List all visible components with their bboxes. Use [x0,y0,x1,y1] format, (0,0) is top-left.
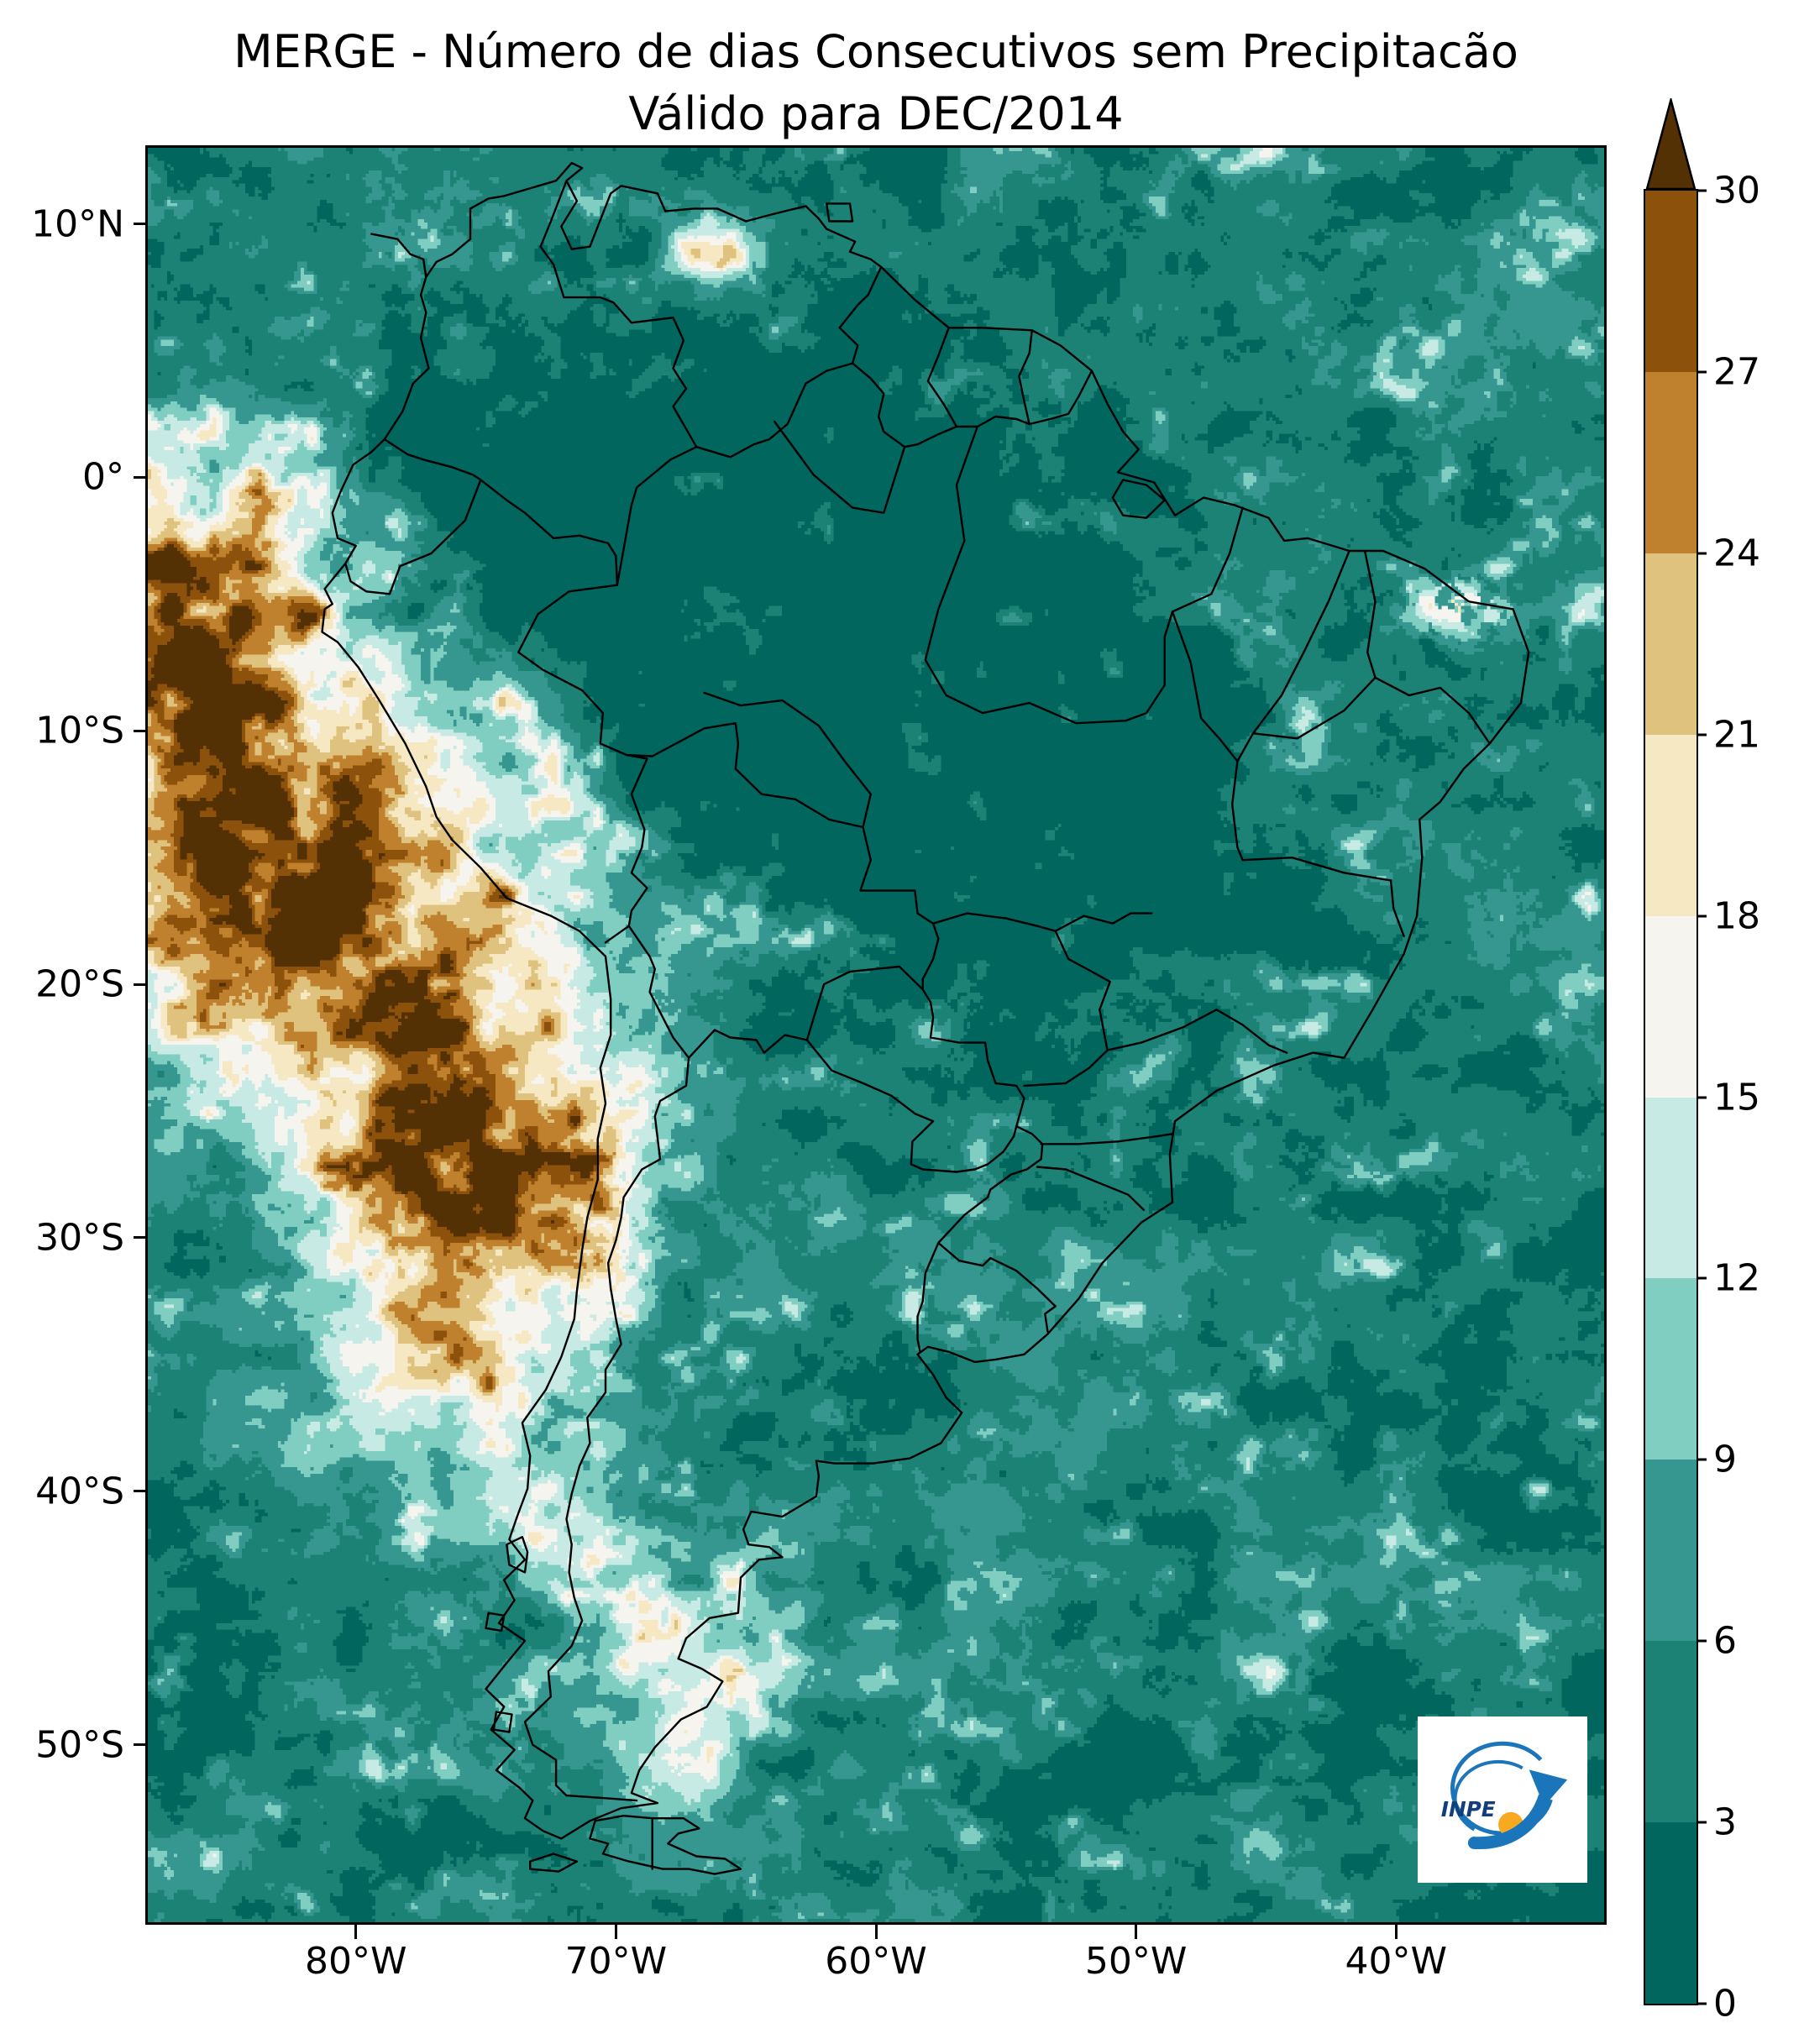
colorbar-tick-label: 6 [1713,1619,1737,1663]
colorbar-tick-label: 21 [1713,713,1760,757]
y-axis-tick-label: 0° [82,455,124,499]
colorbar-tick-label: 30 [1713,169,1760,212]
colorbar-tick-mark [1698,189,1707,192]
map-plot: INPE [145,145,1607,1925]
colorbar-tick-label: 27 [1713,350,1760,394]
x-axis-tick-mark [354,1925,358,1939]
colorbar-extend-arrow-shape [1645,98,1696,191]
y-axis-tick-mark [134,223,148,226]
inpe-arrow-curve [1467,1791,1550,1849]
x-axis-tick-label: 80°W [304,1940,407,1983]
colorbar-tick-label: 3 [1713,1800,1737,1844]
colorbar-tick-label: 24 [1713,532,1760,575]
colorbar-band-18-21 [1645,734,1696,916]
colorbar-tick-label: 0 [1713,1982,1737,2026]
x-axis-tick-mark [874,1925,878,1939]
colorbar-tick-mark [1698,915,1707,918]
colorbar-tick-label: 15 [1713,1076,1760,1119]
y-axis-tick-label: 10°S [35,709,124,752]
colorbar-band-27-30 [1645,190,1696,372]
y-axis-tick-mark [134,475,148,479]
y-axis-tick-label: 30°S [35,1216,124,1260]
colorbar-tick-label: 18 [1713,894,1760,938]
inpe-arrow-head [1529,1769,1568,1806]
inpe-logo: INPE [1418,1716,1587,1883]
inpe-logo-graphic: INPE [1441,1741,1568,1849]
colorbar-tick-mark [1698,552,1707,555]
colorbar-band-24-27 [1645,371,1696,553]
colorbar-band-21-24 [1645,553,1696,735]
colorbar-tick-mark [1698,1096,1707,1098]
colorbar-band-3-6 [1645,1640,1696,1823]
y-axis-tick-label: 40°S [35,1470,124,1513]
y-axis-tick-label: 20°S [35,962,124,1006]
colorbar-band-0-3 [1645,1821,1696,2004]
colorbar-tick-mark [1698,2002,1707,2005]
colorbar-tick-mark [1698,733,1707,736]
x-axis-tick-label: 50°W [1084,1940,1188,1983]
x-axis-tick-mark [614,1925,617,1939]
colorbar-tick-label: 12 [1713,1256,1760,1300]
x-axis-tick-label: 60°W [825,1940,927,1983]
y-axis-tick-mark [134,1743,148,1747]
colorbar-band-6-9 [1645,1459,1696,1642]
colorbar-band-15-18 [1645,915,1696,1098]
colorbar-tick-mark [1698,1276,1707,1280]
colorbar-extend-arrow [1645,98,1696,191]
x-axis-tick-label: 70°W [564,1940,668,1983]
inpe-logo-text: INPE [1441,1797,1496,1821]
coastline-borders-overlay [321,161,1530,1875]
colorbar-band-9-12 [1645,1277,1696,1460]
y-axis-tick-mark [134,983,148,986]
y-axis-tick-mark [134,1490,148,1493]
chart-title: MERGE - Número de dias Consecutivos sem … [233,25,1518,78]
colorbar-tick-mark [1698,1458,1707,1461]
y-axis-tick-label: 10°N [31,202,124,246]
colorbar-tick-mark [1698,1821,1707,1824]
colorbar-tick-mark [1698,1639,1707,1643]
colorbar-tick-label: 9 [1713,1438,1737,1481]
y-axis-tick-mark [134,1236,148,1240]
colorbar-tick-mark [1698,370,1707,374]
colorbar [1645,190,1696,2004]
inpe-swirl-arc-inner [1453,1759,1523,1832]
x-axis-tick-mark [1135,1925,1138,1939]
y-axis-tick-label: 50°S [35,1723,124,1767]
x-axis-tick-label: 40°W [1345,1940,1448,1983]
country-and-state-borders [321,161,1530,1875]
y-axis-tick-mark [134,729,148,732]
colorbar-band-12-15 [1645,1096,1696,1279]
x-axis-tick-mark [1394,1925,1398,1939]
chart-subtitle: Válido para DEC/2014 [628,87,1124,140]
